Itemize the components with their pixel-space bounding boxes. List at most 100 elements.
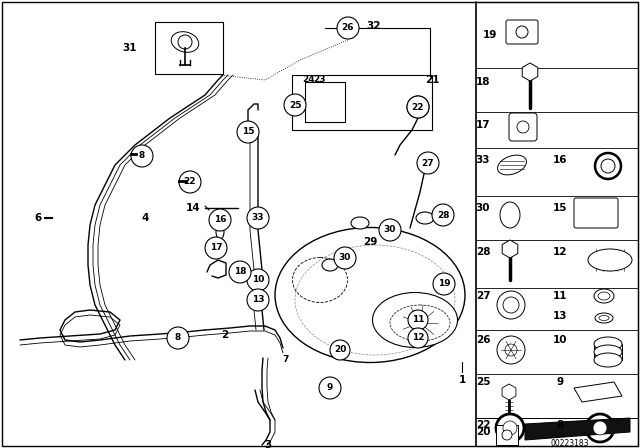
Ellipse shape <box>594 337 622 351</box>
Polygon shape <box>525 418 630 440</box>
Circle shape <box>209 209 231 231</box>
Ellipse shape <box>275 228 465 362</box>
Circle shape <box>247 207 269 229</box>
Circle shape <box>497 336 525 364</box>
Text: 31: 31 <box>123 43 137 53</box>
Circle shape <box>408 310 428 330</box>
Text: 29: 29 <box>363 237 377 247</box>
Circle shape <box>284 94 306 116</box>
Text: 15: 15 <box>553 203 567 213</box>
FancyBboxPatch shape <box>509 113 537 141</box>
Ellipse shape <box>595 313 613 323</box>
Text: 9: 9 <box>556 377 564 387</box>
Circle shape <box>433 273 455 295</box>
Circle shape <box>432 204 454 226</box>
Circle shape <box>229 261 251 283</box>
Circle shape <box>247 269 269 291</box>
Text: 26: 26 <box>476 335 490 345</box>
FancyBboxPatch shape <box>506 20 538 44</box>
Text: 30: 30 <box>476 203 490 213</box>
Text: 22: 22 <box>412 103 424 112</box>
Ellipse shape <box>588 249 632 271</box>
Circle shape <box>334 247 356 269</box>
Text: 25: 25 <box>476 377 490 387</box>
Circle shape <box>237 121 259 143</box>
Text: 32: 32 <box>367 21 381 31</box>
Ellipse shape <box>594 345 622 359</box>
FancyBboxPatch shape <box>305 82 345 122</box>
Circle shape <box>330 340 350 360</box>
Circle shape <box>503 297 519 313</box>
Ellipse shape <box>594 353 622 367</box>
Circle shape <box>319 377 341 399</box>
Circle shape <box>179 171 201 193</box>
Text: 33: 33 <box>476 155 490 165</box>
Text: 24: 24 <box>303 74 316 83</box>
Circle shape <box>595 153 621 179</box>
Text: 4: 4 <box>141 213 148 223</box>
Ellipse shape <box>599 315 609 320</box>
Ellipse shape <box>416 212 434 224</box>
Text: 12: 12 <box>412 333 424 343</box>
Ellipse shape <box>351 217 369 229</box>
Circle shape <box>131 145 153 167</box>
Ellipse shape <box>497 155 527 175</box>
Text: 18: 18 <box>234 267 246 276</box>
Text: 6: 6 <box>35 213 42 223</box>
Circle shape <box>497 291 525 319</box>
Circle shape <box>379 219 401 241</box>
Polygon shape <box>574 382 622 402</box>
Circle shape <box>417 152 439 174</box>
Circle shape <box>496 414 524 442</box>
Text: 11: 11 <box>553 291 567 301</box>
Ellipse shape <box>172 32 199 52</box>
Circle shape <box>503 421 517 435</box>
Ellipse shape <box>598 292 610 300</box>
Circle shape <box>505 344 517 356</box>
Text: 10: 10 <box>252 276 264 284</box>
Text: 8: 8 <box>556 420 564 430</box>
Text: 9: 9 <box>327 383 333 392</box>
Text: 17: 17 <box>476 120 490 130</box>
Text: 11: 11 <box>412 315 424 324</box>
Text: 19: 19 <box>438 280 451 289</box>
Text: 18: 18 <box>476 77 490 87</box>
Ellipse shape <box>322 259 338 271</box>
Text: 7: 7 <box>282 356 289 365</box>
FancyBboxPatch shape <box>155 22 223 74</box>
Text: 10: 10 <box>553 335 567 345</box>
Circle shape <box>407 96 429 118</box>
Text: 8: 8 <box>175 333 181 343</box>
Text: 00223183: 00223183 <box>551 439 589 448</box>
Text: 14: 14 <box>186 203 200 213</box>
Text: 1: 1 <box>458 375 466 385</box>
Text: 25: 25 <box>289 100 301 109</box>
Text: 17: 17 <box>210 244 222 253</box>
Text: 30: 30 <box>384 225 396 234</box>
Text: 27: 27 <box>476 291 490 301</box>
FancyBboxPatch shape <box>496 425 518 445</box>
Text: 21: 21 <box>425 75 439 85</box>
Circle shape <box>178 35 192 49</box>
Text: 19: 19 <box>483 30 497 40</box>
Ellipse shape <box>372 293 458 348</box>
Circle shape <box>586 414 614 442</box>
Text: 28: 28 <box>476 247 490 257</box>
Circle shape <box>593 421 607 435</box>
Text: 28: 28 <box>436 211 449 220</box>
Circle shape <box>408 328 428 348</box>
Text: 22: 22 <box>476 420 490 430</box>
Text: 16: 16 <box>553 155 567 165</box>
Text: 23: 23 <box>314 74 326 83</box>
Text: 2: 2 <box>221 330 228 340</box>
Circle shape <box>205 237 227 259</box>
Ellipse shape <box>500 202 520 228</box>
Text: 30: 30 <box>339 254 351 263</box>
Ellipse shape <box>594 289 614 303</box>
Text: 13: 13 <box>252 296 264 305</box>
Ellipse shape <box>216 225 224 239</box>
Circle shape <box>337 17 359 39</box>
Text: 20: 20 <box>476 427 490 437</box>
Text: 15: 15 <box>242 128 254 137</box>
Circle shape <box>247 289 269 311</box>
